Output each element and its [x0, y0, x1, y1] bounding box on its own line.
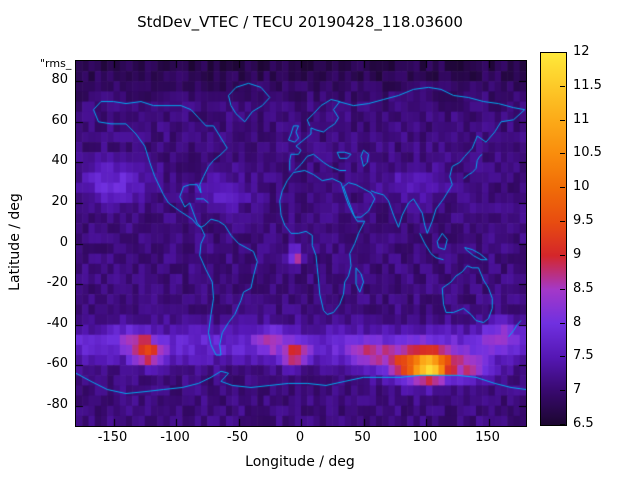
colorbar-tick-mark	[560, 120, 565, 121]
colorbar-tick-label: 11.5	[573, 77, 602, 93]
colorbar-tick-mark	[560, 424, 565, 425]
corner-label: "rms_	[40, 57, 72, 70]
y-tick-label: -20	[46, 275, 68, 291]
colorbar-tick-mark	[560, 86, 565, 87]
colorbar-tick-label: 6.5	[573, 416, 594, 431]
colorbar-tick-mark	[560, 153, 565, 154]
colorbar-tick-label: 9	[573, 246, 582, 262]
colorbar-tick-label: 7	[573, 382, 582, 398]
x-tick-label: -100	[160, 430, 190, 445]
colorbar	[540, 52, 567, 426]
x-tick-label: 0	[295, 430, 305, 445]
x-tick-label: -50	[226, 430, 249, 445]
colorbar-tick-mark	[560, 323, 565, 324]
colorbar-tick-label: 10	[573, 179, 590, 195]
colorbar-tick-label: 11	[573, 111, 590, 127]
colorbar-tick-mark	[560, 390, 565, 391]
y-tick-label: 20	[51, 193, 68, 209]
colorbar-tick-label: 10.5	[573, 145, 602, 161]
y-tick-label: 0	[59, 234, 68, 250]
colorbar-tick-label: 7.5	[573, 348, 594, 364]
y-tick-label: -40	[46, 315, 68, 331]
heatmap-canvas	[75, 60, 527, 427]
colorbar-tick-label: 8.5	[573, 280, 594, 296]
y-tick-label: 40	[51, 153, 68, 169]
x-tick-label: -150	[97, 430, 128, 445]
y-tick-label: 80	[51, 72, 68, 88]
colorbar-tick-label: 8	[573, 314, 582, 330]
chart-title: StdDev_VTEC / TECU 20190428_118.03600	[137, 13, 463, 31]
y-tick-label: 60	[51, 112, 68, 128]
colorbar-tick-mark	[560, 221, 565, 222]
colorbar-tick-label: 9.5	[573, 213, 594, 229]
x-tick-label: 150	[475, 430, 500, 445]
colorbar-tick-label: 12	[573, 44, 590, 59]
colorbar-tick-mark	[560, 289, 565, 290]
colorbar-tick-mark	[560, 187, 565, 188]
y-tick-label: -60	[46, 356, 68, 372]
x-tick-label: 50	[354, 430, 371, 445]
colorbar-tick-mark	[560, 255, 565, 256]
x-tick-label: 100	[412, 430, 438, 445]
colorbar-tick-mark	[560, 356, 565, 357]
x-axis-label: Longitude / deg	[245, 454, 355, 470]
colorbar-tick-mark	[560, 52, 565, 53]
y-axis-label: Latitude / deg	[7, 193, 23, 291]
y-tick-label: -80	[46, 396, 68, 412]
